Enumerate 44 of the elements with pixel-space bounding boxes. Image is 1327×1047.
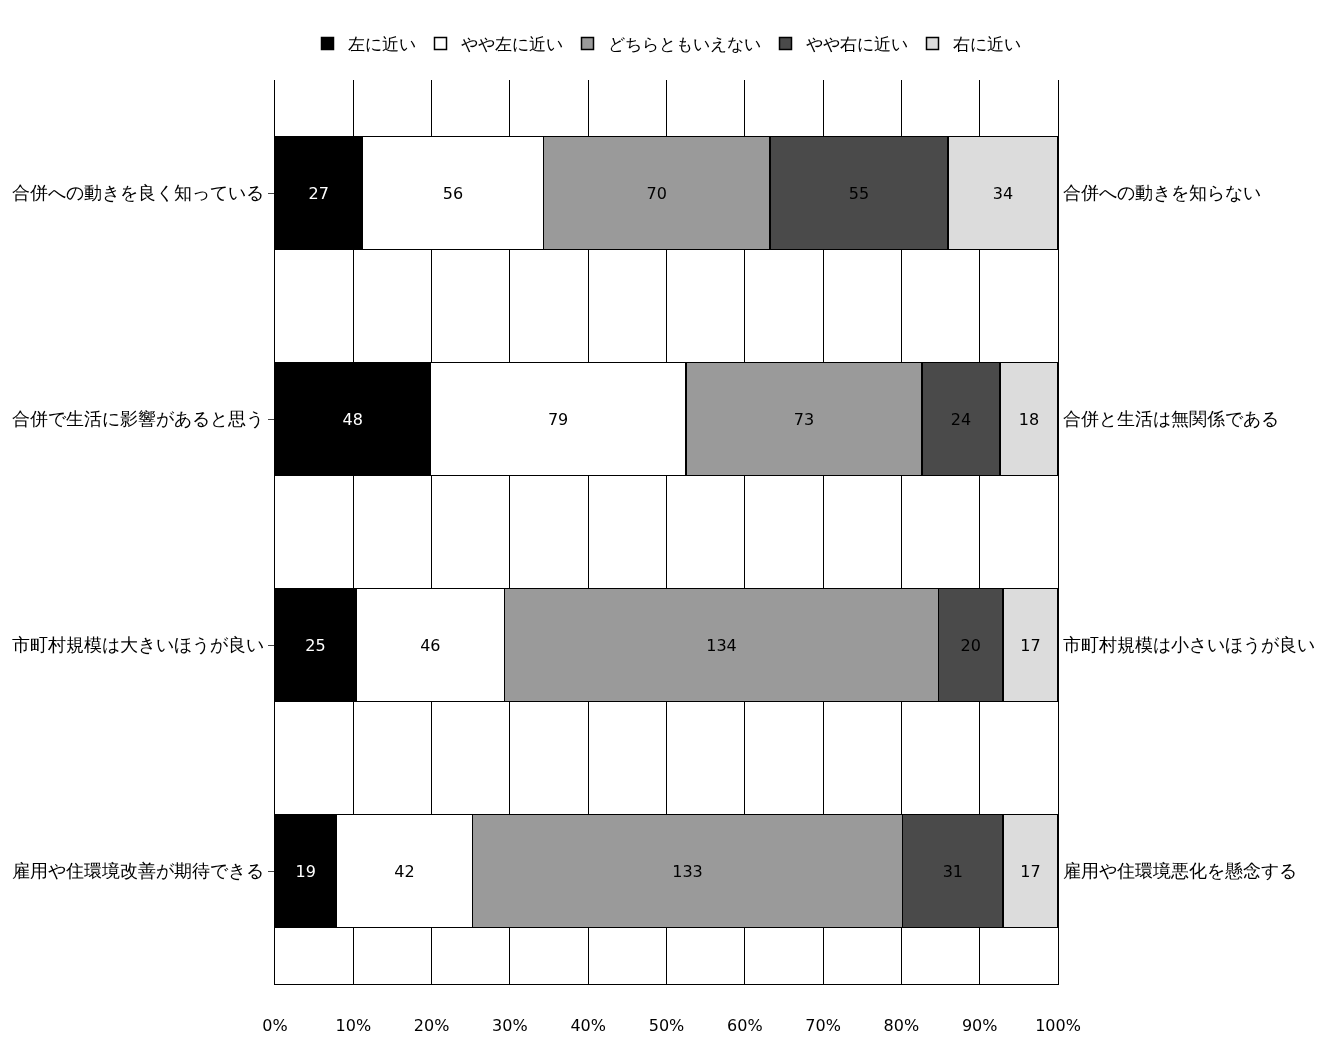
data-label: 134 <box>706 635 737 655</box>
legend-label: やや左に近い <box>460 34 563 55</box>
data-label: 34 <box>992 183 1014 203</box>
data-label: 73 <box>793 409 815 429</box>
y2-tick-label: 合併と生活は無関係である <box>1062 408 1279 430</box>
data-label: 79 <box>547 409 569 429</box>
x2-tick-label: 40% <box>570 1016 606 1035</box>
data-label: 46 <box>420 635 441 655</box>
data-label: 27 <box>308 183 329 203</box>
x2-tick-label: 90% <box>961 1016 998 1035</box>
y-tick-label: 合併への動きを良く知っている <box>12 182 265 204</box>
y2-tick-label: 合併への動きを知らない <box>1062 182 1261 204</box>
y2-tick-label: 雇用や住環境悪化を懸念する <box>1062 860 1297 882</box>
data-label: 31 <box>942 861 964 881</box>
x2-tick-label: 60% <box>727 1016 763 1035</box>
x2-tick-label: 80% <box>883 1016 920 1035</box>
y-tick-label: 合併で生活に影響があると思う <box>12 408 265 430</box>
x2-tick-label: 100% <box>1035 1016 1081 1035</box>
legend-label: やや右に近い <box>805 34 908 55</box>
legend-label: 右に近い <box>952 34 1021 55</box>
data-label: 20 <box>960 635 981 655</box>
x2-tick-label: 70% <box>805 1016 841 1035</box>
data-label: 48 <box>342 409 363 429</box>
legend-label: 左に近い <box>347 34 416 55</box>
data-label: 70 <box>646 183 667 203</box>
data-label: 17 <box>1020 635 1041 655</box>
x2-tick-label: 0% <box>262 1016 288 1035</box>
x2-tick-label: 50% <box>648 1016 685 1035</box>
x2-tick-label: 20% <box>413 1016 450 1035</box>
y2-tick-label: 市町村規模は小さいほうが良い <box>1062 634 1315 656</box>
x2-tick-label: 10% <box>335 1016 372 1035</box>
data-label: 133 <box>672 861 703 881</box>
data-label: 18 <box>1018 409 1040 429</box>
data-label: 25 <box>305 635 326 655</box>
y-tick-label: 市町村規模は大きいほうが良い <box>12 634 265 656</box>
legend-label: どちらともいえない <box>607 34 761 55</box>
data-label: 42 <box>394 861 415 881</box>
data-label: 56 <box>442 183 464 203</box>
data-label: 55 <box>848 183 870 203</box>
x2-tick-label: 30% <box>492 1016 528 1035</box>
data-label: 17 <box>1020 861 1041 881</box>
data-label: 19 <box>295 861 316 881</box>
y-tick-label: 雇用や住環境改善が期待できる <box>12 860 265 882</box>
data-label: 24 <box>950 409 972 429</box>
